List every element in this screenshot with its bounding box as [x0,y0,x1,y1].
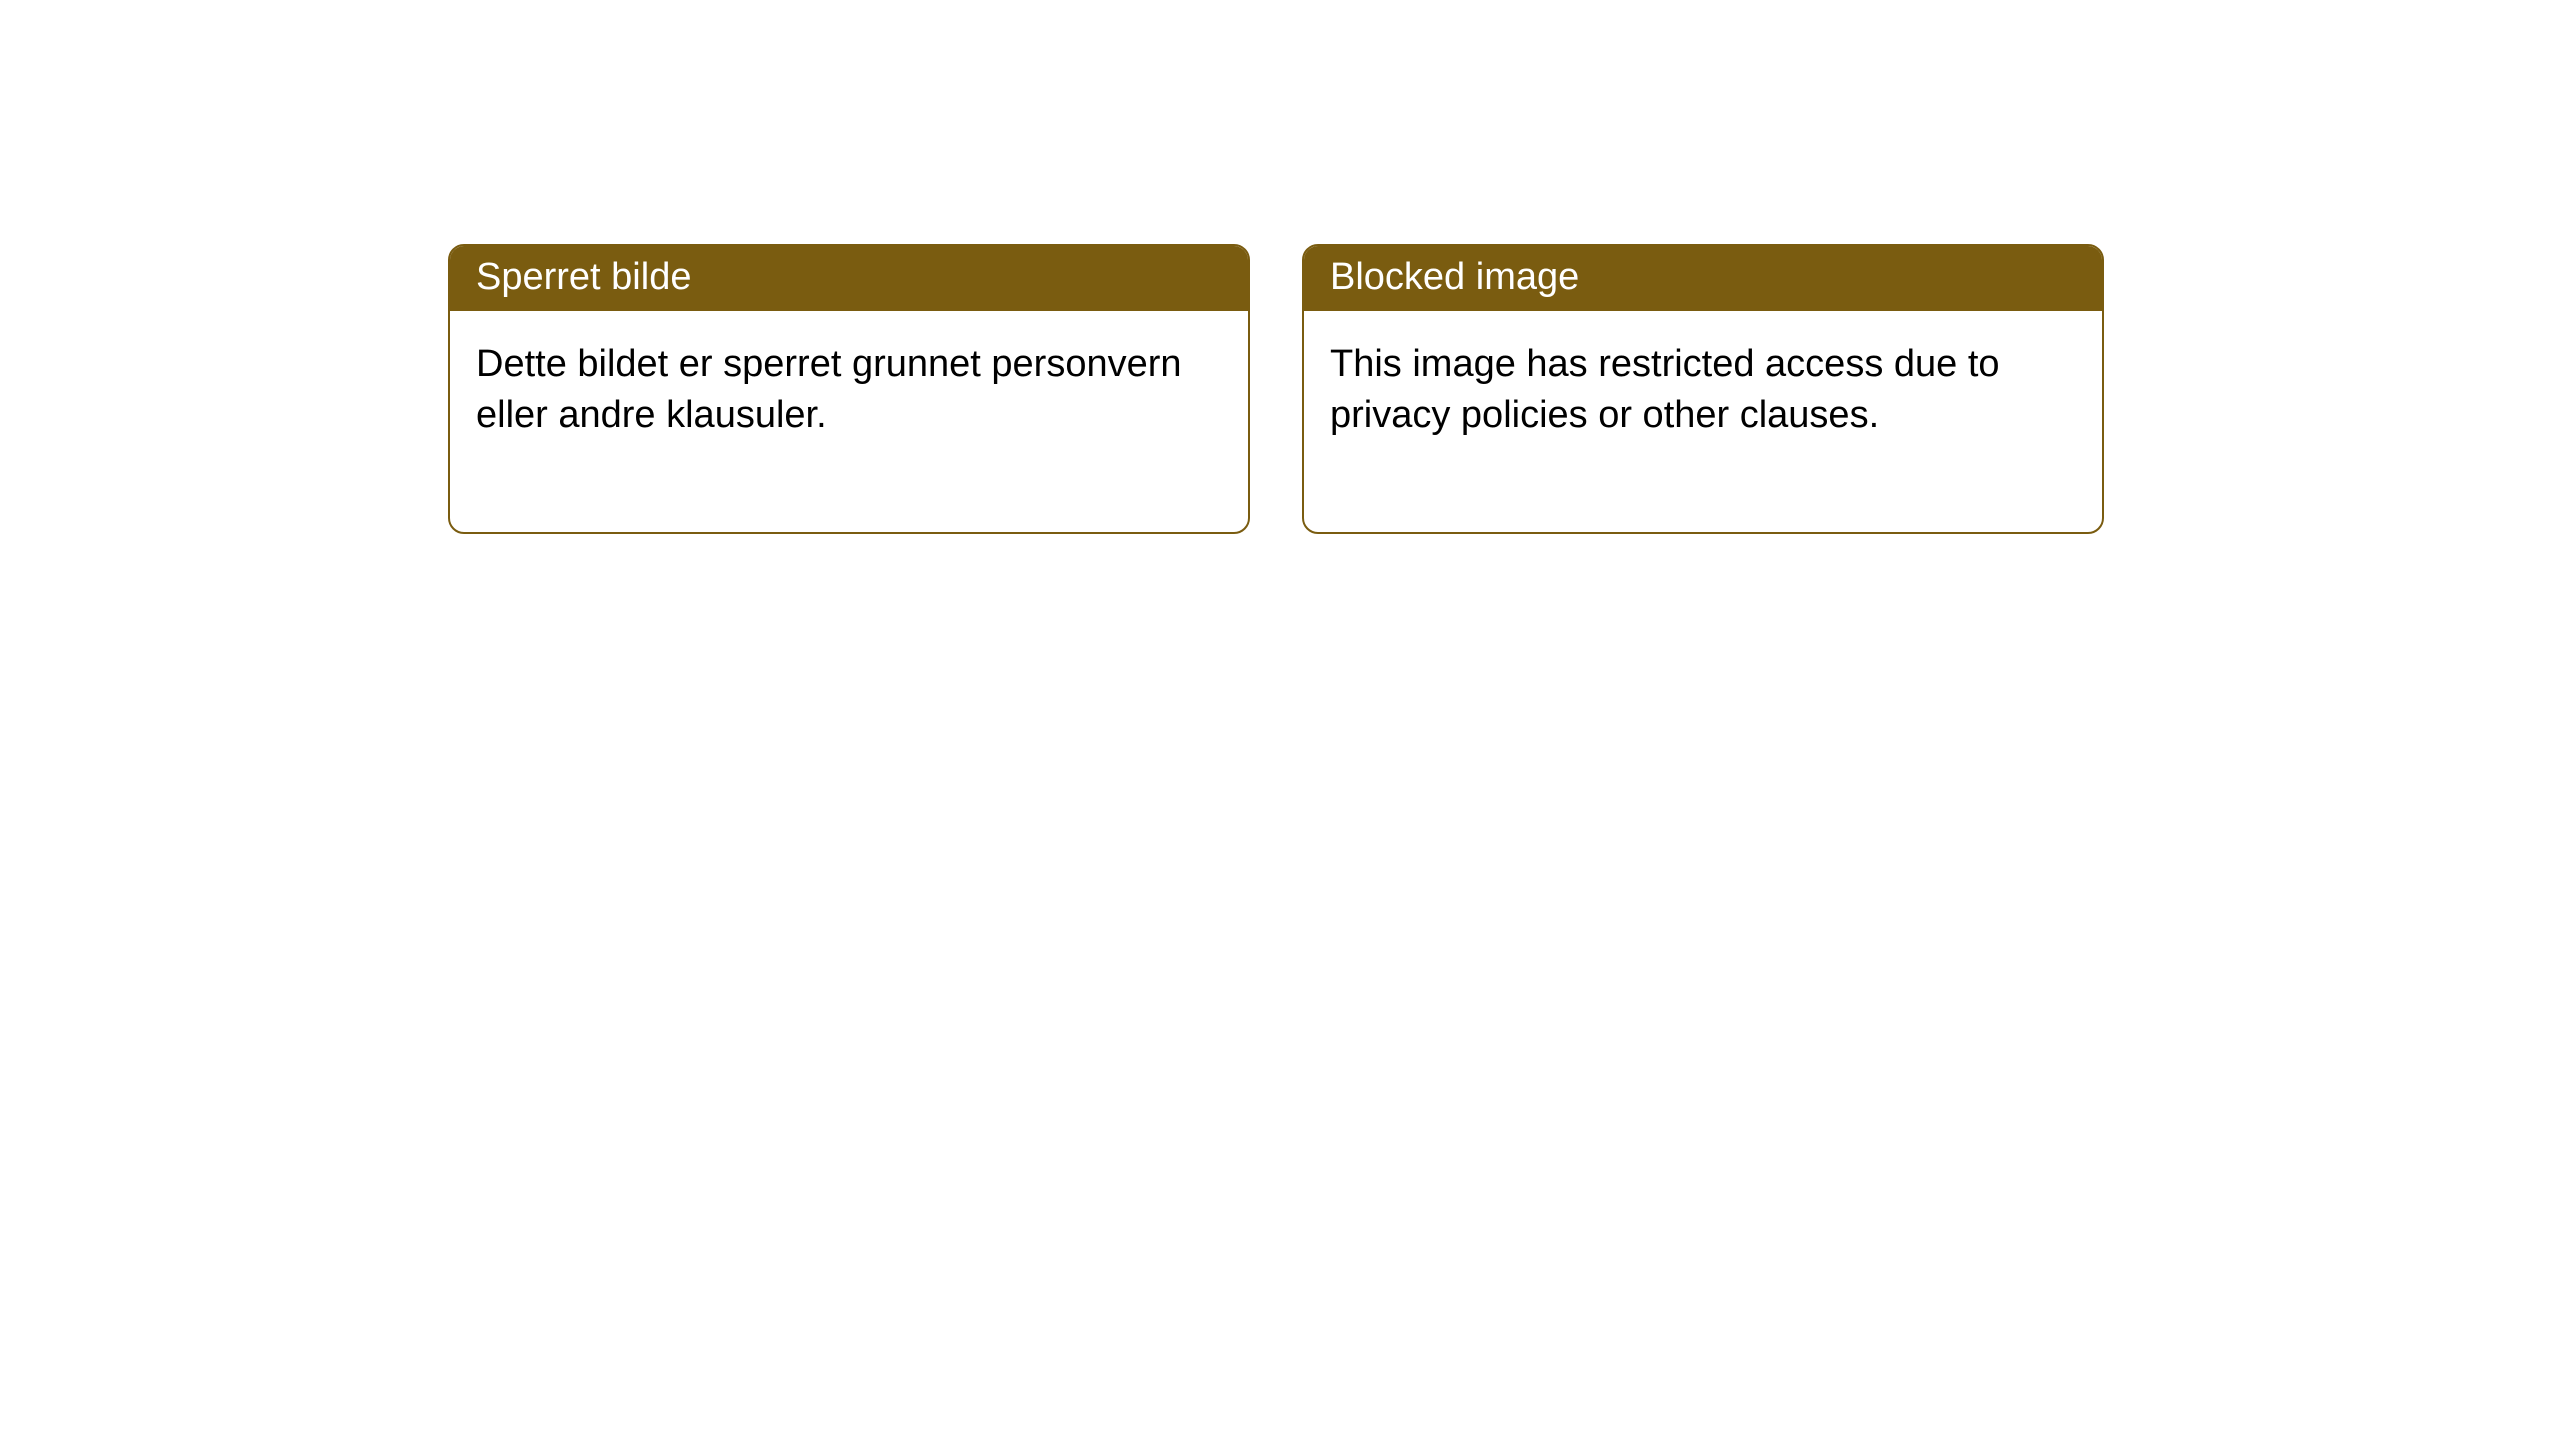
notice-text: Dette bildet er sperret grunnet personve… [476,343,1182,436]
notice-body: Dette bildet er sperret grunnet personve… [450,311,1248,532]
notice-card-english: Blocked image This image has restricted … [1302,244,2104,534]
notice-header: Blocked image [1304,246,2102,311]
notice-header: Sperret bilde [450,246,1248,311]
notice-title: Blocked image [1330,256,1579,298]
notice-container: Sperret bilde Dette bildet er sperret gr… [0,0,2560,534]
notice-body: This image has restricted access due to … [1304,311,2102,532]
notice-text: This image has restricted access due to … [1330,343,2000,436]
notice-card-norwegian: Sperret bilde Dette bildet er sperret gr… [448,244,1250,534]
notice-title: Sperret bilde [476,256,691,298]
